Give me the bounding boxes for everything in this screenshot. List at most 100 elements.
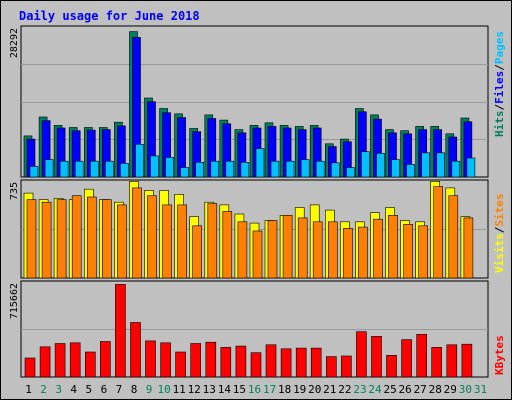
bar-kbytes-day-1	[24, 357, 36, 378]
bar-sites-day-9	[147, 195, 157, 279]
bar-pages-day-21	[330, 162, 340, 178]
x-tick-label-day-15: 15	[233, 383, 246, 396]
bar-sites-day-16	[252, 230, 263, 279]
bar-kbytes-day-3	[54, 343, 66, 378]
x-tick-label-day-20: 20	[308, 383, 321, 396]
bar-pages-day-10	[165, 157, 174, 178]
x-tick-label-day-25: 25	[383, 383, 396, 396]
bar-pages-day-12	[195, 162, 204, 178]
bar-sites-day-24	[373, 218, 383, 279]
bar-kbytes-day-26	[401, 339, 412, 378]
bar-sites-day-10	[162, 204, 172, 279]
x-tick-label-day-31: 31	[474, 383, 487, 396]
chart-panels: 28292Hits/Files/Pages735Visits/Sites7156…	[9, 25, 506, 378]
bar-pages-day-4	[74, 160, 84, 178]
legend-hits-files-pages: Hits/Files/Pages	[493, 31, 506, 137]
legend-item-sites: Sites	[493, 194, 506, 227]
x-tick-label-day-12: 12	[188, 383, 201, 396]
x-tick-label-day-28: 28	[429, 383, 442, 396]
bar-pages-day-5	[90, 160, 99, 178]
x-tick-label-day-8: 8	[131, 383, 138, 396]
bar-sites-day-2	[41, 201, 52, 279]
legend-visits-sites: Visits/Sites	[493, 194, 506, 274]
x-tick-label-day-17: 17	[263, 383, 276, 396]
bar-kbytes-day-23	[356, 331, 367, 378]
x-tick-label-day-24: 24	[368, 383, 382, 396]
bar-kbytes-day-19	[295, 347, 307, 378]
bar-sites-day-14	[222, 211, 233, 279]
legend-kbytes: KBytes	[493, 335, 506, 375]
bar-kbytes-day-18	[280, 348, 292, 378]
bar-kbytes-day-13	[205, 341, 217, 378]
bar-kbytes-day-5	[85, 351, 96, 378]
y-max-label-visits-sites: 735	[9, 182, 20, 200]
bar-sites-day-21	[327, 221, 338, 279]
bar-sites-day-4	[71, 195, 82, 279]
legend-item-kbytes: KBytes	[493, 335, 506, 375]
legend-item-hits: Hits	[493, 111, 506, 138]
bar-kbytes-day-4	[69, 342, 81, 378]
bar-pages-day-29	[451, 160, 461, 178]
x-tick-label-day-4: 4	[70, 383, 77, 396]
bar-pages-day-3	[59, 160, 69, 178]
bar-pages-day-26	[406, 164, 415, 178]
bar-sites-day-13	[207, 203, 218, 279]
bar-sites-day-3	[56, 199, 67, 279]
bar-sites-day-1	[26, 199, 37, 279]
bar-pages-day-9	[150, 155, 159, 178]
bar-sites-day-11	[177, 204, 187, 279]
bar-pages-day-16	[255, 148, 265, 178]
bar-sites-day-5	[87, 196, 97, 279]
bar-sites-day-17	[267, 220, 278, 279]
x-tick-label-day-11: 11	[173, 383, 186, 396]
bar-pages-day-8	[135, 144, 144, 178]
x-axis-labels: 1 2 3 4 5 6 7 8 9 10 11 12 13 14 15 16 17 18 19 20 21 22 23 24 2…	[25, 383, 487, 396]
bar-kbytes-day-8	[130, 322, 141, 378]
bar-pages-day-14	[225, 160, 235, 178]
x-tick-label-day-30: 30	[459, 383, 472, 396]
bar-pages-day-1	[29, 166, 39, 178]
bar-sites-day-22	[343, 228, 353, 279]
chart-title: Daily usage for June 2018	[19, 9, 200, 23]
x-tick-label-day-21: 21	[323, 383, 336, 396]
x-tick-label-day-22: 22	[338, 383, 351, 396]
bar-pages-day-13	[210, 160, 220, 178]
bar-kbytes-day-29	[446, 344, 458, 378]
x-tick-label-day-3: 3	[55, 383, 62, 396]
bar-sites-day-26	[403, 224, 413, 279]
bar-kbytes-day-30	[461, 343, 473, 378]
x-tick-label-day-5: 5	[85, 383, 92, 396]
bar-sites-day-23	[358, 226, 368, 279]
x-tick-label-day-2: 2	[40, 383, 47, 396]
bar-pages-day-28	[436, 152, 446, 178]
bar-sites-day-6	[102, 199, 112, 279]
x-tick-label-day-6: 6	[101, 383, 108, 396]
legend-item-pages: Pages	[493, 31, 506, 64]
bar-pages-day-6	[105, 160, 114, 178]
bar-kbytes-day-24	[371, 335, 382, 378]
legend-item-visits: Visits	[493, 233, 506, 273]
x-tick-label-day-16: 16	[248, 383, 261, 396]
y-max-label-kbytes: 715662	[9, 283, 20, 319]
bar-sites-day-25	[388, 215, 398, 279]
x-tick-label-day-19: 19	[293, 383, 306, 396]
bar-kbytes-day-15	[235, 345, 247, 378]
bar-pages-day-23	[361, 151, 370, 178]
bar-kbytes-day-7	[115, 284, 126, 378]
y-max-label-hits-files-pages: 28292	[9, 28, 20, 58]
bar-pages-day-11	[180, 167, 189, 178]
legend-separator: /	[493, 104, 506, 111]
bar-kbytes-day-27	[416, 333, 428, 378]
x-tick-label-day-23: 23	[353, 383, 366, 396]
bar-kbytes-day-9	[145, 340, 156, 378]
x-tick-label-day-14: 14	[218, 383, 232, 396]
bar-kbytes-day-12	[190, 343, 201, 378]
bar-kbytes-day-6	[100, 341, 111, 378]
x-tick-label-day-18: 18	[278, 383, 291, 396]
bar-pages-day-7	[120, 163, 129, 178]
bar-kbytes-day-22	[341, 355, 352, 378]
bar-kbytes-day-20	[310, 347, 322, 378]
x-tick-label-day-27: 27	[414, 383, 427, 396]
x-tick-label-day-7: 7	[116, 383, 123, 396]
